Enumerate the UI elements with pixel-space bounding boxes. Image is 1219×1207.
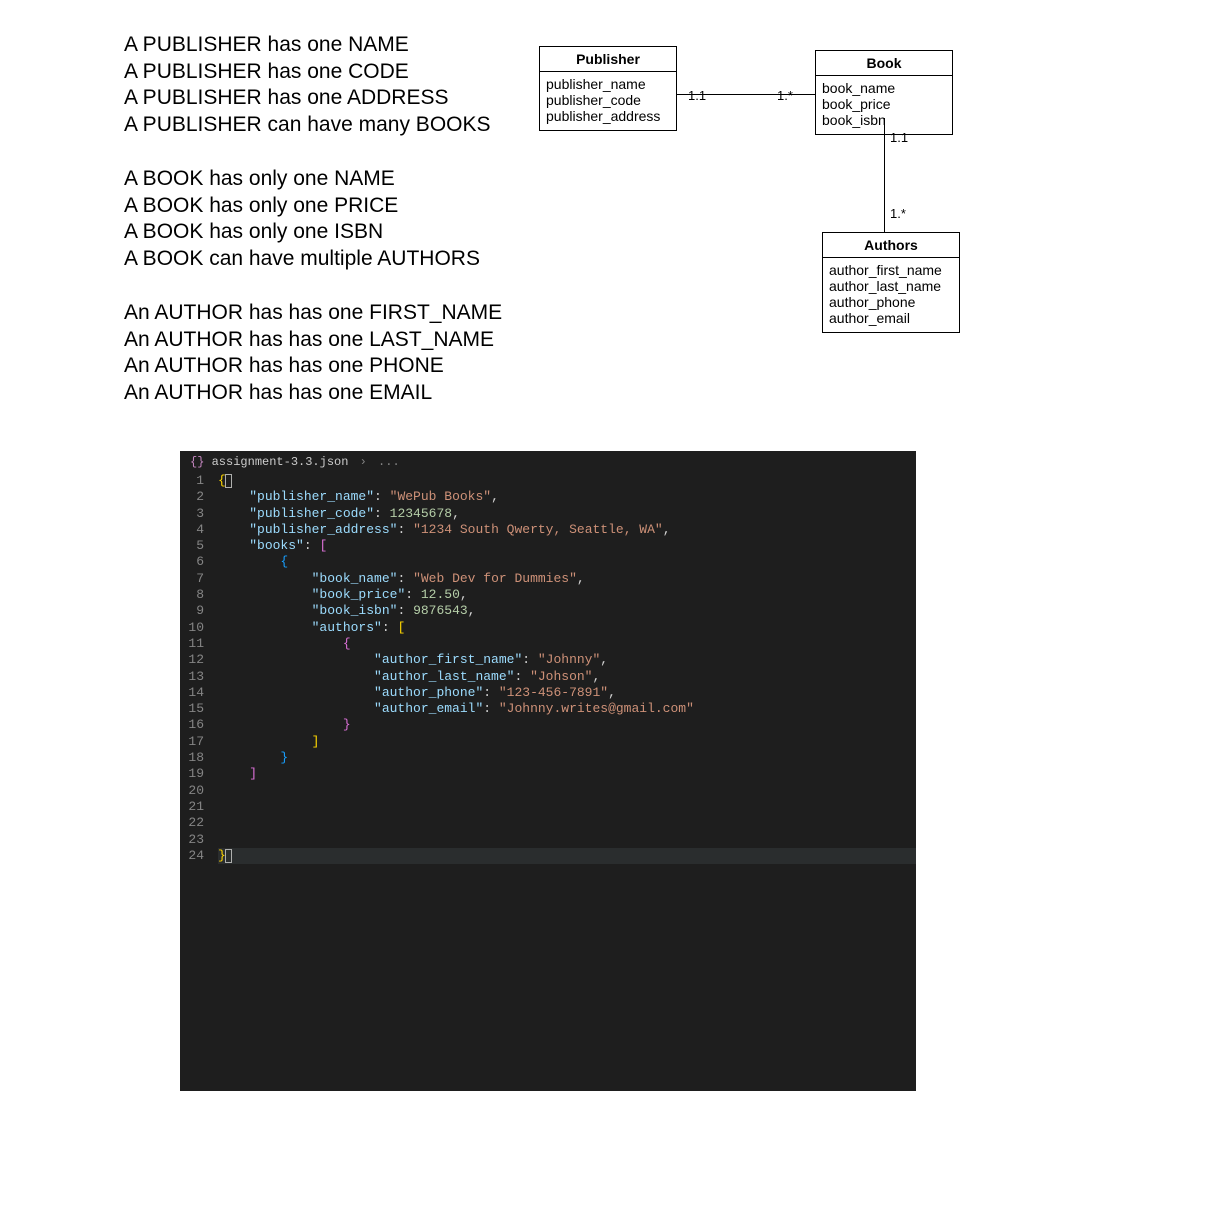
breadcrumb-rest: ... [378,455,400,469]
entity-title: Book [816,51,952,76]
entity-title: Publisher [540,47,676,72]
entity-attr: author_first_name [829,262,953,278]
entity-attr: author_last_name [829,278,953,294]
req-line: An AUTHOR has has one LAST_NAME [124,327,502,354]
line-gutter: 123456789101112131415161718192021222324 [180,473,218,864]
relation-book-author-line [884,118,885,232]
entity-attrs: author_first_name author_last_name autho… [823,258,959,332]
cardinality-label: 1.* [890,206,906,221]
entity-attr: publisher_name [546,76,670,92]
er-diagram: Publisher publisher_name publisher_code … [0,0,1000,320]
entity-publisher: Publisher publisher_name publisher_code … [539,46,677,131]
breadcrumb-file: assignment-3.3.json [212,455,349,469]
entity-attr: publisher_address [546,108,670,124]
entity-title: Authors [823,233,959,258]
cardinality-label: 1.1 [890,130,908,145]
code-area[interactable]: 123456789101112131415161718192021222324 … [180,473,916,864]
cardinality-label: 1.* [777,88,793,103]
req-line: An AUTHOR has has one PHONE [124,353,502,380]
breadcrumb[interactable]: {} assignment-3.3.json › ... [180,451,916,473]
cardinality-label: 1.1 [688,88,706,103]
req-line: An AUTHOR has has one EMAIL [124,380,502,407]
code-content[interactable]: { "publisher_name": "WePub Books", "publ… [218,473,916,864]
json-icon: {} [190,455,204,469]
entity-attr: author_phone [829,294,953,310]
entity-attr: publisher_code [546,92,670,108]
entity-authors: Authors author_first_name author_last_na… [822,232,960,333]
breadcrumb-sep: › [360,455,367,469]
entity-attr: book_name [822,80,946,96]
entity-attrs: publisher_name publisher_code publisher_… [540,72,676,130]
entity-attr: author_email [829,310,953,326]
code-editor: {} assignment-3.3.json › ... 12345678910… [180,451,916,1091]
entity-attr: book_price [822,96,946,112]
